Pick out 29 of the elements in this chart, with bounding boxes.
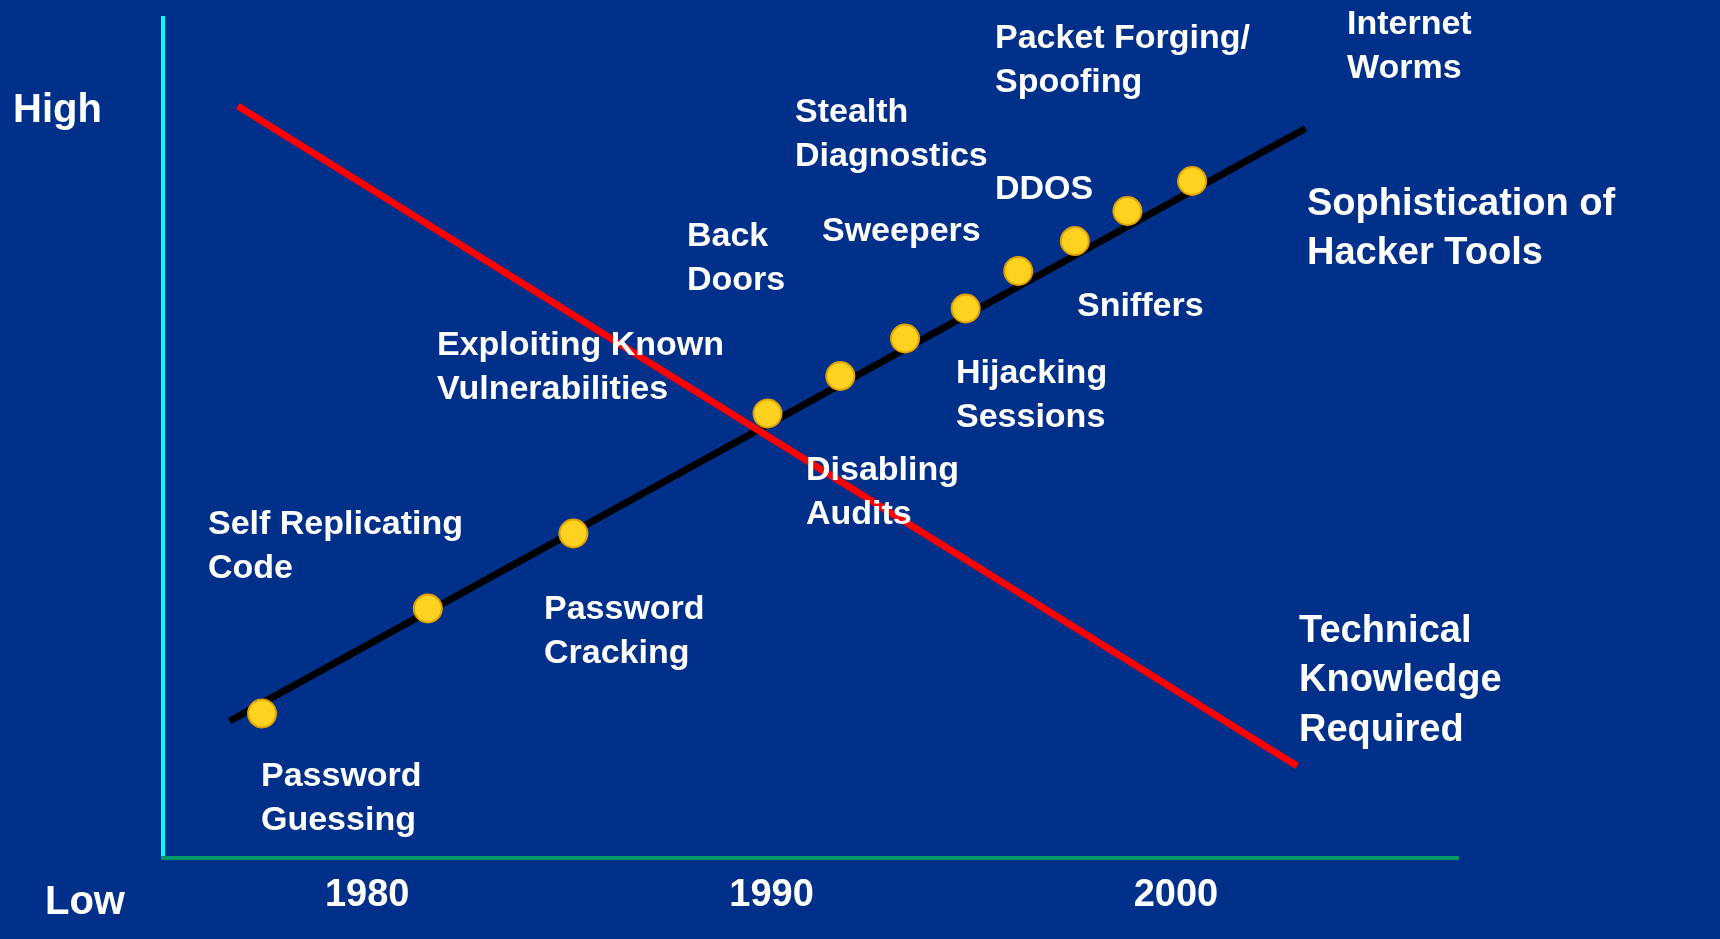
annotation: Password Guessing (261, 755, 422, 838)
annotation: Hijacking Sessions (956, 352, 1108, 435)
annotation: Sweepers (822, 210, 981, 248)
point (1177, 166, 1208, 196)
point (825, 361, 856, 391)
annotation: Password Cracking (544, 588, 705, 671)
annotation: DDOS (995, 168, 1094, 206)
point (1059, 226, 1090, 256)
annotation: Sniffers (1077, 285, 1204, 323)
x-tick-label: 1980 (324, 871, 410, 914)
series-label: Technical Knowledge Required (1299, 608, 1502, 749)
point (247, 698, 278, 729)
text: Internet Worms (1347, 3, 1472, 86)
series-label: Sophistication of Hacker Tools (1307, 181, 1616, 273)
text: Low (45, 878, 126, 922)
x-tick-label: 2000 (1133, 871, 1219, 914)
annotation: Stealth Diagnostics (795, 91, 988, 174)
text: High (13, 86, 102, 130)
x-tick-label: 1990 (729, 871, 814, 914)
point (752, 398, 783, 429)
annotation: Back Doors (687, 215, 786, 298)
point (950, 293, 981, 324)
point (1003, 256, 1034, 286)
annotation: Self Replicating Code (208, 503, 464, 586)
point (412, 593, 443, 624)
text: Packet Forging/ Spoofing (995, 17, 1251, 100)
point (558, 518, 589, 549)
point (1112, 196, 1143, 226)
point (890, 323, 921, 354)
